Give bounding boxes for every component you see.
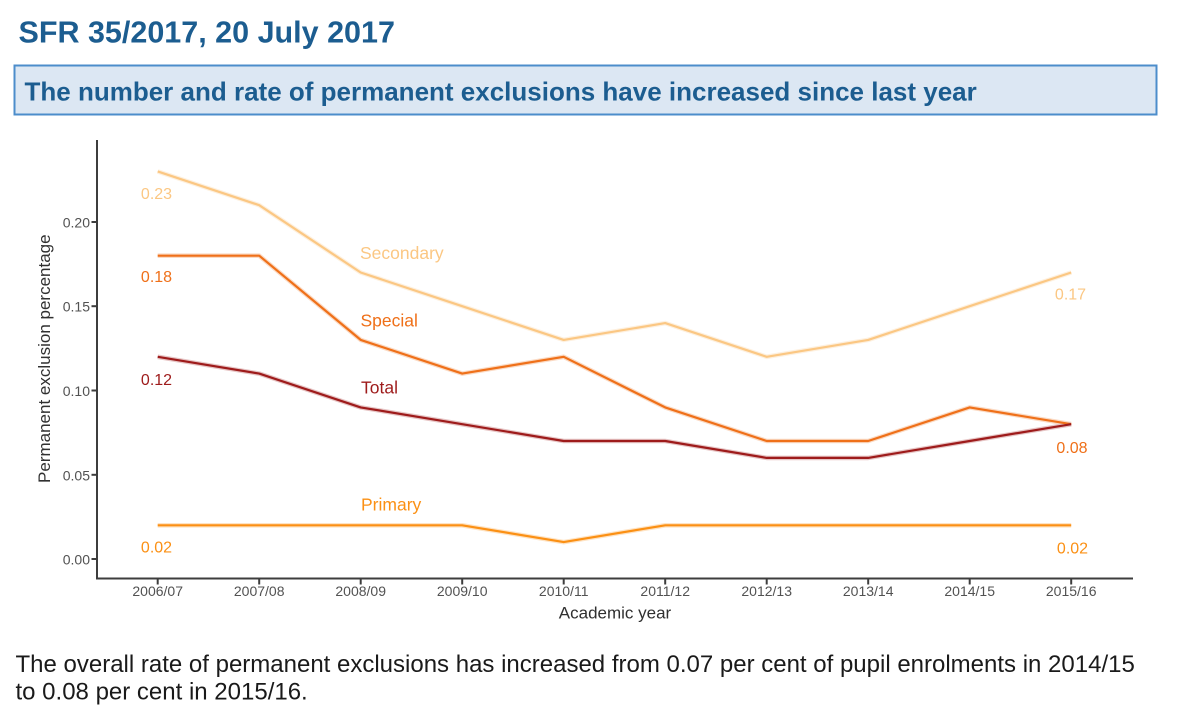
svg-text:0.15: 0.15 (63, 299, 90, 315)
svg-text:2011/12: 2011/12 (640, 583, 690, 599)
svg-text:0.10: 0.10 (63, 383, 90, 399)
svg-text:to 0.08 per cent in 2015/16.: to 0.08 per cent in 2015/16. (16, 679, 308, 706)
svg-text:2008/09: 2008/09 (335, 583, 386, 599)
svg-text:0.23: 0.23 (141, 186, 172, 203)
svg-text:0.00: 0.00 (63, 552, 90, 568)
svg-text:The overall rate of permanent: The overall rate of permanent exclusions… (16, 651, 1135, 678)
svg-text:2009/10: 2009/10 (437, 583, 488, 599)
svg-text:0.08: 0.08 (1056, 440, 1087, 457)
svg-text:Primary: Primary (361, 495, 422, 515)
svg-text:Special: Special (361, 311, 418, 331)
svg-text:2006/07: 2006/07 (132, 583, 183, 599)
svg-text:2007/08: 2007/08 (234, 583, 285, 599)
svg-text:Academic year: Academic year (559, 603, 672, 622)
svg-text:SFR 35/2017, 20 July 2017: SFR 35/2017, 20 July 2017 (19, 16, 395, 50)
svg-text:2014/15: 2014/15 (944, 583, 995, 599)
svg-text:2012/13: 2012/13 (741, 583, 792, 599)
svg-text:Permanent exclusion percentage: Permanent exclusion percentage (35, 234, 54, 483)
svg-text:Secondary: Secondary (360, 243, 444, 263)
svg-text:2015/16: 2015/16 (1046, 583, 1097, 599)
svg-text:The number and rate of permane: The number and rate of permanent exclusi… (25, 77, 977, 107)
svg-text:Total: Total (361, 378, 398, 398)
svg-text:0.17: 0.17 (1055, 287, 1086, 304)
svg-text:0.20: 0.20 (63, 215, 90, 231)
svg-text:0.02: 0.02 (1057, 541, 1088, 558)
svg-text:0.02: 0.02 (141, 540, 172, 557)
svg-text:2010/11: 2010/11 (539, 583, 589, 599)
svg-text:0.12: 0.12 (141, 372, 172, 389)
svg-text:0.18: 0.18 (141, 269, 172, 286)
svg-text:0.05: 0.05 (63, 467, 90, 483)
svg-text:2013/14: 2013/14 (843, 583, 894, 599)
